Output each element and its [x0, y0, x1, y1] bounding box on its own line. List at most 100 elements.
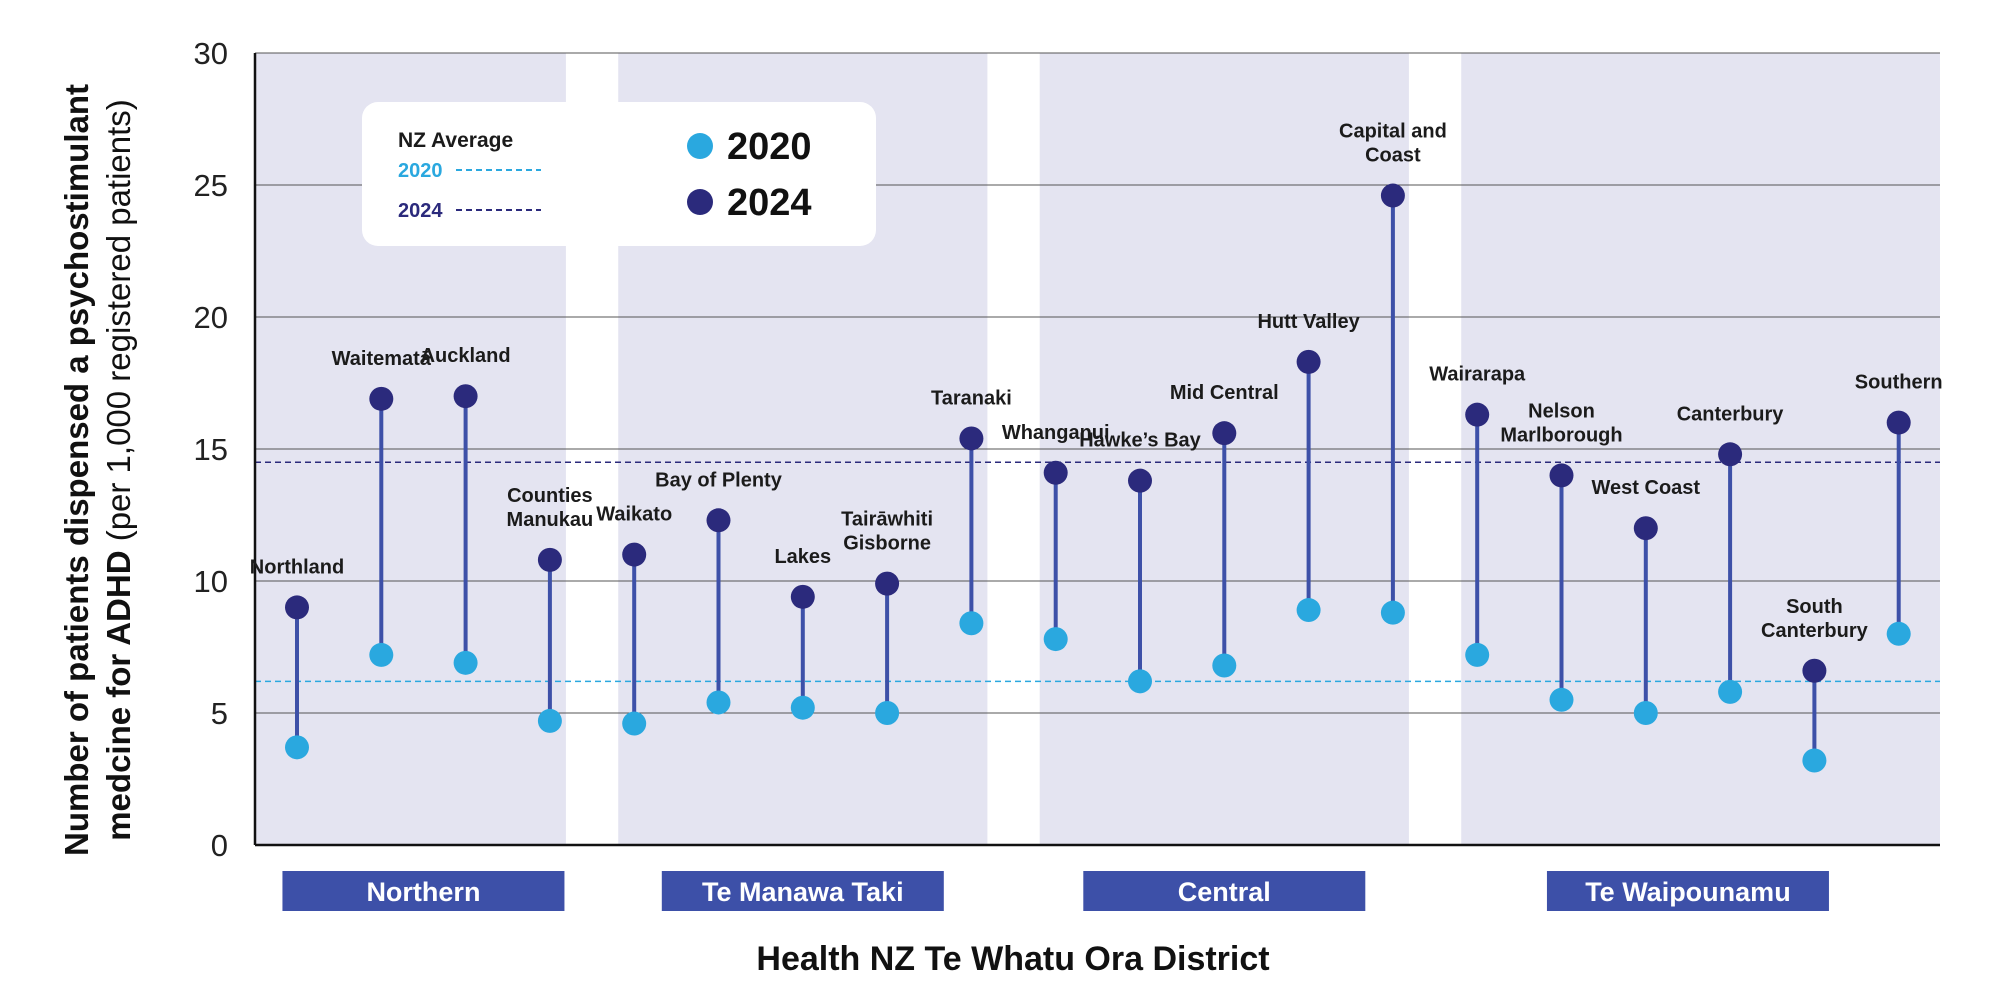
- point-2020: [1380, 600, 1405, 625]
- y-tick-labels: 0 5 10 15 20 25 30: [194, 36, 228, 863]
- region-name: Northern: [366, 877, 480, 907]
- district-label: Counties: [507, 485, 593, 507]
- legend-avg-title: NZ Average: [398, 129, 513, 152]
- point-2024: [875, 571, 900, 596]
- point-2020: [1465, 642, 1490, 667]
- region-labels: Northern Te Manawa Taki Central Te Waipouna…: [282, 871, 1829, 911]
- district-label: Coast: [1365, 145, 1421, 167]
- y-tick-label: 15: [194, 432, 228, 467]
- point-2020: [622, 711, 647, 736]
- point-2020: [1718, 679, 1743, 704]
- district-label: Tairāwhiti: [841, 509, 933, 531]
- region-label: Central: [1083, 871, 1366, 911]
- district-label: Southern: [1855, 372, 1943, 394]
- region-box: [282, 871, 565, 911]
- district-label: Marlborough: [1500, 424, 1622, 446]
- point-2024: [1886, 410, 1911, 435]
- point-2024: [1802, 658, 1827, 683]
- y-axis-title: Number of patients dispensed a psychosti…: [58, 84, 137, 856]
- region-box: [1083, 871, 1366, 911]
- legend: NZ Average 2020 2024 2020 2024: [362, 102, 876, 246]
- y-axis-title-line2: medcine for ADHD: [100, 541, 137, 840]
- point-2020: [1633, 701, 1658, 725]
- point-2024: [622, 542, 647, 567]
- district-label: Bay of Plenty: [655, 469, 783, 491]
- point-2020: [1212, 653, 1237, 678]
- y-tick-label: 30: [194, 36, 228, 71]
- district-label: Auckland: [421, 345, 511, 367]
- point-2024: [1718, 442, 1743, 467]
- point-2024: [1043, 460, 1068, 485]
- point-2020: [959, 611, 984, 636]
- legend-2020-marker: [687, 133, 713, 159]
- point-2020: [1296, 598, 1321, 623]
- point-2020: [537, 708, 562, 733]
- point-2024: [1128, 468, 1152, 493]
- point-2024: [1465, 402, 1490, 427]
- point-2024: [790, 584, 815, 609]
- point-2024: [369, 386, 394, 411]
- district-label: Canterbury: [1677, 403, 1785, 425]
- district-label: West Coast: [1592, 477, 1701, 499]
- district-label: Whanganui: [1002, 422, 1110, 444]
- y-axis-title-unit: (per 1,000 registered patients): [100, 99, 137, 541]
- district-label: Waikato: [596, 504, 672, 526]
- district-label: Taranaki: [931, 387, 1012, 409]
- region-box: [1546, 871, 1829, 911]
- y-tick-label: 20: [194, 300, 228, 335]
- point-2024: [285, 595, 309, 620]
- point-2020: [875, 701, 900, 725]
- point-2024: [706, 508, 731, 533]
- district-label: Gisborne: [843, 533, 931, 555]
- region-label: Te Waipounamu: [1546, 871, 1829, 911]
- point-2020: [1128, 669, 1152, 694]
- district-label: Nelson: [1528, 400, 1595, 422]
- point-2020: [453, 650, 478, 675]
- y-tick-label: 25: [194, 168, 228, 203]
- point-2020: [790, 695, 815, 720]
- point-2020: [369, 642, 394, 667]
- point-2020: [706, 690, 731, 715]
- district-label: Manukau: [507, 509, 594, 531]
- x-axis-title: Health NZ Te Whatu Ora District: [756, 940, 1269, 978]
- region-name: Central: [1178, 877, 1271, 907]
- y-tick-label: 0: [211, 828, 228, 863]
- point-2020: [1549, 687, 1574, 712]
- point-2024: [1212, 421, 1237, 446]
- y-tick-label: 5: [211, 696, 228, 731]
- point-2020: [1802, 748, 1827, 773]
- legend-2020-label: 2020: [727, 126, 812, 168]
- point-2020: [1043, 627, 1068, 652]
- point-2024: [1380, 183, 1405, 208]
- nz-average-lines: [255, 461, 1940, 683]
- point-2024: [1633, 516, 1658, 541]
- point-2020: [285, 735, 309, 760]
- point-2020: [1886, 621, 1911, 646]
- district-label: Canterbury: [1761, 620, 1869, 642]
- district-label: Hutt Valley: [1257, 311, 1360, 333]
- region-name: Te Waipounamu: [1585, 877, 1791, 907]
- district-label: Capital and: [1339, 121, 1447, 143]
- district-label: South: [1786, 596, 1843, 618]
- district-label: Lakes: [774, 546, 831, 568]
- region-label: Northern: [282, 871, 565, 911]
- district-label: Waitematā: [332, 348, 432, 370]
- legend-avg-2020-label: 2020: [398, 160, 443, 182]
- district-label: Wairarapa: [1429, 364, 1526, 386]
- point-2024: [959, 426, 984, 451]
- legend-avg-2024-label: 2024: [398, 200, 443, 222]
- legend-2024-label: 2024: [727, 182, 812, 224]
- point-2024: [1296, 349, 1321, 374]
- point-2024: [1549, 463, 1574, 488]
- district-label: Northland: [250, 556, 344, 578]
- district-label: Hawke’s Bay: [1079, 430, 1201, 452]
- lollipop-marks: [285, 183, 1911, 773]
- point-2024: [537, 547, 562, 572]
- region-label: Te Manawa Taki: [661, 871, 944, 911]
- axes: [253, 53, 1940, 847]
- y-axis-title-line1: Number of patients dispensed a psychosti…: [58, 84, 95, 856]
- district-label: Mid Central: [1170, 382, 1279, 404]
- region-box: [661, 871, 944, 911]
